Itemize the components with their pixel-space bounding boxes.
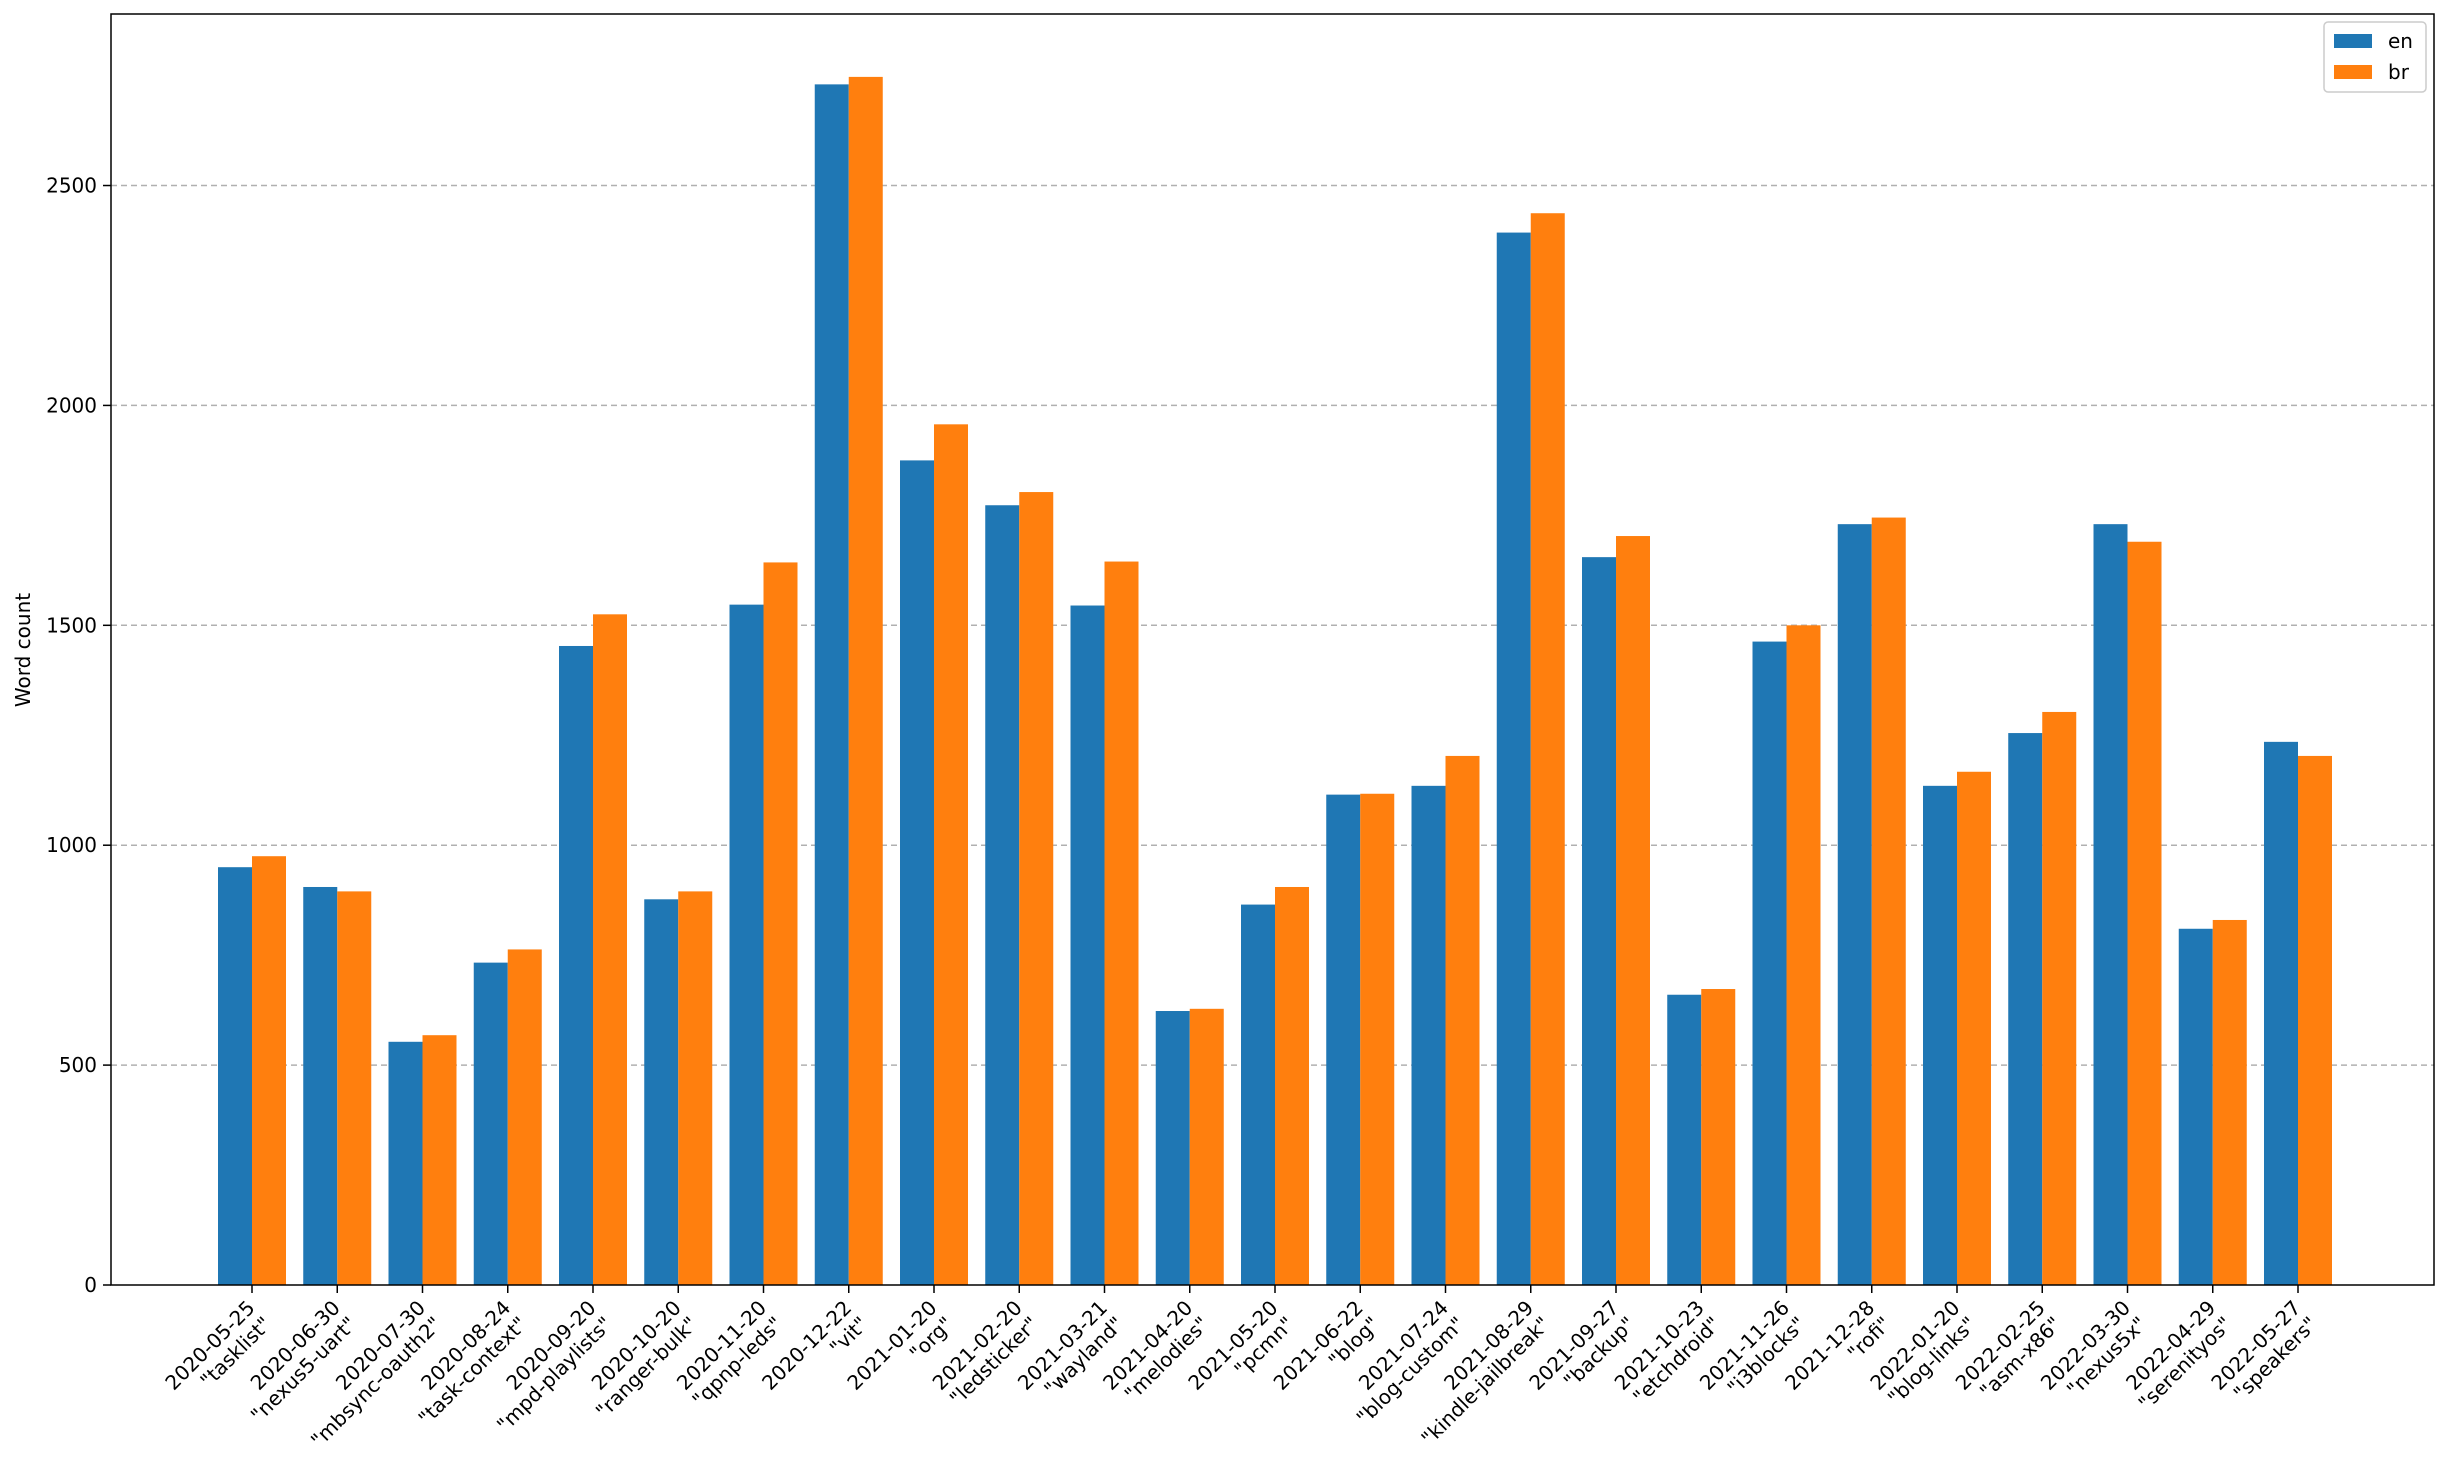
bar-br bbox=[2298, 755, 2332, 1285]
bar-en bbox=[2008, 733, 2043, 1285]
bar-en bbox=[218, 867, 252, 1285]
bar-br bbox=[337, 891, 372, 1285]
bar-br bbox=[1530, 213, 1565, 1285]
bar-br bbox=[1701, 989, 1736, 1285]
y-tick-label: 2500 bbox=[46, 174, 97, 198]
bar-br bbox=[1957, 771, 1991, 1285]
bar-br bbox=[422, 1035, 457, 1285]
bar-en bbox=[1241, 904, 1275, 1285]
bar-en bbox=[2093, 524, 2128, 1285]
x-tick-label: 2020-11-20"qpnp-leds" bbox=[671, 1296, 787, 1412]
bar-br bbox=[2212, 919, 2247, 1285]
y-tick-label: 1000 bbox=[46, 833, 97, 857]
bar-en bbox=[1923, 785, 1957, 1285]
bar-br bbox=[1360, 793, 1395, 1285]
bar-en bbox=[473, 962, 508, 1285]
bar-en bbox=[1667, 994, 1702, 1285]
legend-label-en: en bbox=[2388, 29, 2413, 53]
bar-en bbox=[1582, 557, 1616, 1285]
bar-en bbox=[1155, 1011, 1190, 1285]
y-axis-label: Word count bbox=[11, 593, 35, 707]
bar-en bbox=[388, 1041, 423, 1285]
x-tick-label: 2020-12-22"vit" bbox=[757, 1296, 872, 1411]
bar-en bbox=[814, 84, 849, 1285]
bar-br bbox=[1871, 517, 1906, 1285]
legend: en br bbox=[2323, 21, 2427, 93]
bar-br bbox=[934, 424, 968, 1285]
x-tick-label: 2021-01-20"org" bbox=[842, 1296, 957, 1411]
bar-br bbox=[848, 76, 883, 1286]
bar-br bbox=[1445, 755, 1480, 1285]
x-tick-label: 2021-09-27"backup" bbox=[1524, 1296, 1639, 1411]
x-tick-label: 2022-02-25"asm-x86" bbox=[1951, 1296, 2066, 1411]
bar-br bbox=[678, 891, 713, 1285]
x-tick-label: 2021-06-22"blog" bbox=[1269, 1296, 1384, 1411]
bar-br bbox=[1019, 492, 1054, 1285]
x-tick-label: 2021-11-26"i3blocks" bbox=[1695, 1296, 1810, 1411]
legend-label-br: br bbox=[2388, 60, 2410, 84]
bar-br bbox=[593, 614, 627, 1285]
bar-en bbox=[1496, 232, 1531, 1286]
bar-br bbox=[763, 562, 798, 1285]
bar-en bbox=[1326, 794, 1361, 1285]
bar-en bbox=[1070, 605, 1105, 1285]
y-tick-label: 2000 bbox=[46, 393, 97, 417]
bar-en bbox=[1752, 641, 1787, 1285]
bar-en bbox=[303, 886, 338, 1285]
x-tick-label: 2022-05-27"speakers" bbox=[2206, 1296, 2321, 1411]
bar-en bbox=[644, 899, 679, 1285]
x-tick-label: 2022-01-20"blog-links" bbox=[1865, 1296, 1980, 1411]
legend-swatch-br bbox=[2334, 65, 2372, 79]
plot-frame bbox=[110, 13, 2435, 1286]
bar-en bbox=[559, 645, 593, 1285]
bar-br bbox=[252, 856, 286, 1285]
bars bbox=[218, 76, 2332, 1286]
bar-br bbox=[2042, 711, 2077, 1285]
bar-en bbox=[2178, 928, 2213, 1285]
bar-br bbox=[1786, 625, 1821, 1285]
bar-br bbox=[507, 949, 542, 1285]
x-tick-label: 2021-03-21"wayland" bbox=[1013, 1296, 1128, 1411]
x-tick-label: 2021-05-20"pcmn" bbox=[1183, 1296, 1298, 1411]
x-axis: 2020-05-25"tasklist"2020-06-30"nexus5-ua… bbox=[160, 1285, 2322, 1452]
bar-br bbox=[1189, 1008, 1224, 1285]
x-tick-label: 2020-05-25"tasklist" bbox=[160, 1296, 275, 1411]
x-tick-label: 2021-12-28"rofi" bbox=[1780, 1296, 1895, 1411]
bar-br bbox=[1275, 886, 1309, 1285]
x-tick-label: 2022-03-30"nexus5x" bbox=[2036, 1296, 2151, 1411]
x-tick-label: 2021-04-20"melodies" bbox=[1098, 1296, 1213, 1411]
x-tick-label: 2021-10-23"etchdroid" bbox=[1610, 1296, 1725, 1411]
bar-en bbox=[985, 505, 1020, 1285]
bar-en bbox=[1411, 785, 1446, 1285]
y-tick-label: 0 bbox=[84, 1273, 97, 1297]
legend-swatch-en bbox=[2334, 34, 2372, 48]
bar-br bbox=[1104, 561, 1139, 1285]
y-tick-label: 1500 bbox=[46, 613, 97, 637]
bar-en bbox=[1837, 524, 1872, 1285]
y-tick-label: 500 bbox=[59, 1053, 97, 1077]
bar-en bbox=[2264, 741, 2298, 1285]
bar-br bbox=[1616, 536, 1650, 1285]
bar-en bbox=[729, 604, 764, 1285]
bar-br bbox=[2127, 541, 2162, 1285]
bar-en bbox=[900, 460, 934, 1285]
y-axis: 0 500 1000 1500 2000 2500 bbox=[46, 174, 111, 1297]
x-tick-label: 2021-02-20"ledsticker" bbox=[928, 1296, 1043, 1411]
